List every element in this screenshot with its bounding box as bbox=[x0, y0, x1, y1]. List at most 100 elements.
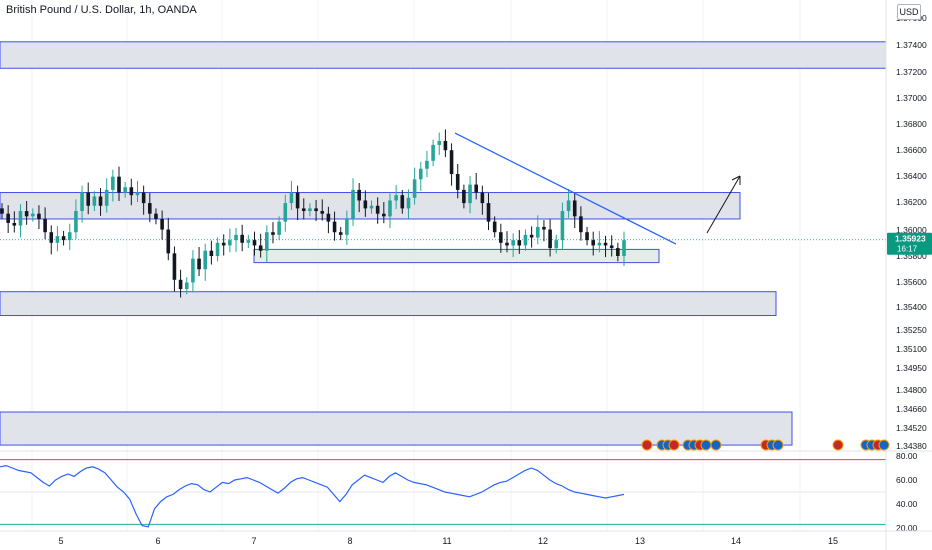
candle-body bbox=[6, 213, 10, 223]
price-tick-label: 1.36400 bbox=[896, 171, 927, 181]
price-tick-label: 1.34660 bbox=[896, 404, 927, 414]
time-tick-label: 8 bbox=[347, 536, 352, 546]
arrow-head-icon bbox=[731, 175, 741, 185]
candle-body bbox=[166, 229, 171, 254]
candle-body bbox=[117, 176, 121, 193]
price-tick-label: 1.36800 bbox=[896, 119, 927, 129]
candle-body bbox=[332, 221, 337, 233]
candle-body bbox=[277, 221, 281, 235]
candle-body bbox=[49, 232, 54, 243]
candle-body bbox=[129, 187, 134, 196]
candle-body bbox=[480, 192, 485, 204]
candle-body bbox=[258, 245, 263, 251]
candle-body bbox=[492, 221, 497, 233]
candle-body bbox=[554, 240, 559, 249]
candle-body bbox=[234, 234, 238, 241]
time-tick-label: 11 bbox=[442, 536, 451, 546]
rsi-tick-label: 80.00 bbox=[896, 451, 918, 461]
candle-body bbox=[535, 226, 540, 238]
candle-body bbox=[560, 211, 565, 241]
price-tick-label: 1.35100 bbox=[896, 344, 927, 354]
candle-body bbox=[154, 213, 158, 219]
candle-body bbox=[468, 184, 472, 204]
candle-body bbox=[382, 213, 386, 217]
candle-body bbox=[43, 218, 47, 233]
rsi-line bbox=[0, 464, 625, 528]
candle-body bbox=[12, 222, 17, 226]
candle-body bbox=[74, 211, 78, 233]
candle-body bbox=[271, 232, 275, 235]
price-tick-label: 1.34950 bbox=[896, 363, 927, 373]
candle-body bbox=[289, 192, 294, 204]
candle-body bbox=[449, 150, 454, 175]
economic-event-icon bbox=[710, 439, 722, 451]
candle-body bbox=[369, 205, 374, 209]
economic-event-icon bbox=[772, 439, 784, 451]
price-tag-countdown: 16:17 bbox=[897, 245, 918, 254]
candle-body bbox=[55, 236, 60, 243]
candle-body bbox=[394, 195, 398, 201]
candle-body bbox=[283, 203, 288, 222]
time-tick-label: 15 bbox=[828, 536, 838, 546]
candle-body bbox=[141, 192, 146, 204]
candle-body bbox=[603, 242, 608, 246]
candle-body bbox=[597, 242, 602, 246]
candle-body bbox=[240, 234, 244, 243]
candle-body bbox=[252, 240, 257, 246]
price-tick-label: 1.35600 bbox=[896, 277, 927, 287]
time-tick-label: 6 bbox=[155, 536, 160, 546]
candle-body bbox=[301, 208, 306, 212]
candle-body bbox=[572, 200, 577, 217]
economic-event-icon bbox=[668, 439, 680, 451]
candle-body bbox=[18, 211, 23, 226]
candle-body bbox=[67, 232, 72, 241]
time-tick-label: 14 bbox=[731, 536, 741, 546]
price-tick-label: 1.34800 bbox=[896, 385, 927, 395]
economic-event-icon bbox=[641, 439, 653, 451]
candle-body bbox=[505, 242, 509, 246]
candle-body bbox=[357, 189, 361, 201]
candle-body bbox=[375, 205, 380, 214]
candle-body bbox=[123, 187, 127, 193]
candle-body bbox=[37, 213, 41, 219]
projection-arrow bbox=[706, 175, 741, 234]
economic-event-icon bbox=[832, 439, 844, 451]
candle-body bbox=[499, 232, 503, 243]
candle-body bbox=[400, 195, 405, 209]
zone-box bbox=[253, 248, 660, 264]
price-tick-label: 1.36600 bbox=[896, 145, 927, 155]
economic-event-icon bbox=[878, 439, 890, 451]
price-tick-label: 1.34520 bbox=[896, 423, 927, 433]
candle-body bbox=[437, 140, 442, 145]
candle-body bbox=[622, 240, 626, 256]
candle-body bbox=[406, 197, 411, 209]
candle-body bbox=[418, 168, 423, 180]
currency-button[interactable]: USD bbox=[897, 4, 921, 20]
candle-body bbox=[98, 196, 103, 206]
candle-body bbox=[197, 258, 201, 270]
candle-body bbox=[30, 213, 35, 217]
candle-body bbox=[209, 250, 214, 256]
candle-body bbox=[579, 216, 583, 233]
price-tick-label: 1.34380 bbox=[896, 441, 927, 451]
chart-title: British Pound / U.S. Dollar, 1h, OANDA bbox=[6, 4, 197, 16]
candle-body bbox=[338, 232, 343, 235]
economic-event-icon bbox=[700, 439, 712, 451]
candle-body bbox=[351, 189, 355, 219]
candle-body bbox=[345, 218, 349, 235]
zone-box bbox=[0, 41, 887, 69]
rsi-tick-label: 60.00 bbox=[896, 475, 918, 485]
candle-body bbox=[542, 226, 546, 230]
candle-body bbox=[160, 218, 164, 230]
candle-body bbox=[585, 232, 589, 241]
candle-body bbox=[184, 282, 189, 290]
price-tick-label: 1.37000 bbox=[896, 93, 927, 103]
candle-body bbox=[462, 189, 466, 204]
time-tick-label: 7 bbox=[251, 536, 256, 546]
candle-body bbox=[517, 240, 522, 246]
time-tick-label: 5 bbox=[58, 536, 63, 546]
candle-body bbox=[455, 174, 460, 190]
candle-body bbox=[172, 253, 177, 280]
candle-body bbox=[80, 192, 84, 212]
